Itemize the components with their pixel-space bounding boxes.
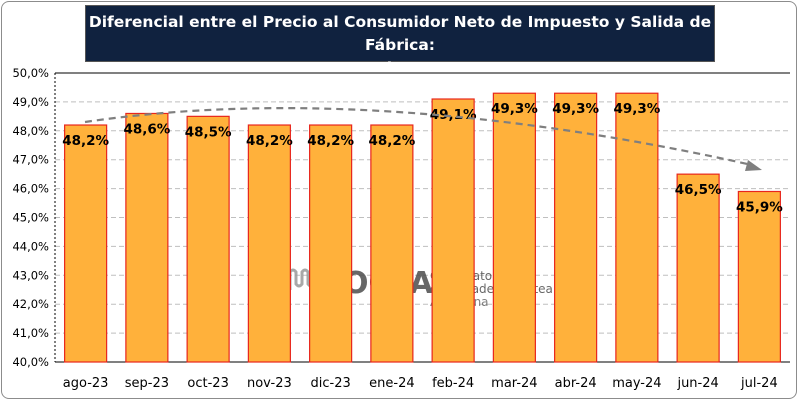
y-tick-label: 47,0% [12, 153, 49, 167]
data-label: 49,3% [552, 101, 599, 117]
data-label: 45,9% [736, 199, 783, 215]
x-tick-label: sep-23 [125, 376, 169, 391]
bar [247, 124, 291, 363]
x-tick-label: nov-23 [247, 376, 292, 391]
data-label: 46,5% [675, 182, 722, 198]
x-tick-label: may-24 [612, 376, 661, 391]
y-tick-label: 45,0% [12, 211, 49, 225]
trendline [84, 107, 753, 167]
y-tick-label: 46,0% [12, 182, 49, 196]
trendline-arrow-icon [745, 160, 762, 171]
data-label: 48,6% [123, 121, 170, 137]
bar [737, 190, 781, 363]
x-tick-label: feb-24 [432, 376, 474, 391]
y-tick-label: 49,0% [12, 95, 49, 109]
y-tick-label: 44,0% [12, 239, 49, 253]
data-label: 48,2% [246, 133, 293, 149]
data-label: 48,2% [62, 133, 109, 149]
bar [431, 98, 475, 363]
x-tick-label: jul-24 [740, 376, 778, 391]
x-tick-label: ago-23 [63, 376, 109, 391]
y-tick-label: 43,0% [12, 268, 49, 282]
data-label: 48,2% [368, 133, 415, 149]
x-tick-label: dic-23 [311, 376, 351, 391]
bar [186, 115, 230, 363]
data-label: 48,2% [307, 133, 354, 149]
bar [615, 92, 659, 363]
bar [676, 173, 720, 363]
bar [125, 112, 169, 363]
data-label: 49,3% [613, 101, 660, 117]
bar [492, 92, 536, 363]
data-label: 49,3% [491, 101, 538, 117]
title-line-1: Diferencial entre el Precio al Consumido… [88, 13, 712, 54]
x-tick-label: jun-24 [676, 376, 718, 391]
bar [554, 92, 598, 363]
bar [370, 124, 414, 363]
x-tick-label: oct-23 [187, 376, 228, 391]
y-tick-label: 48,0% [12, 124, 49, 138]
x-tick-label: mar-24 [491, 376, 537, 391]
data-label: 48,5% [185, 124, 232, 140]
y-tick-label: 42,0% [12, 297, 49, 311]
y-tick-label: 40,0% [12, 355, 49, 369]
data-label: 49,1% [430, 107, 477, 123]
x-tick-label: abr-24 [555, 376, 597, 391]
bar [309, 124, 353, 363]
y-tick-label: 41,0% [12, 326, 49, 340]
x-tick-label: ene-24 [369, 376, 414, 391]
y-tick-label: 50,0% [12, 66, 49, 80]
bar [64, 124, 108, 363]
